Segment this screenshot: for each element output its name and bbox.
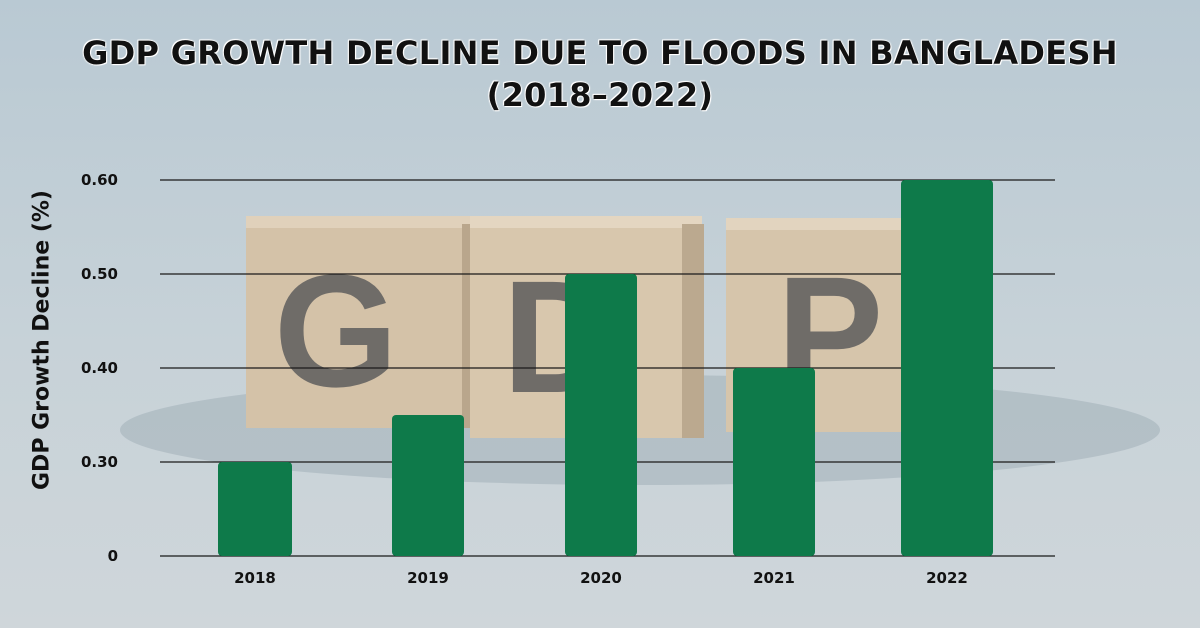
bar-2021	[733, 368, 815, 556]
chart-title-line-1: GDP GROWTH DECLINE DUE TO FLOODS IN BANG…	[82, 34, 1118, 72]
y-tick-label: 0	[108, 547, 118, 565]
x-tick-label: 2021	[753, 569, 795, 587]
bar-2018	[218, 462, 292, 556]
y-tick-label: 0.40	[81, 359, 118, 377]
chart-title-line-2: (2018–2022)	[486, 76, 714, 114]
block-letter-g: G	[274, 241, 398, 420]
x-tick-label: 2020	[580, 569, 622, 587]
x-tick-label: 2022	[926, 569, 968, 587]
bar-2019	[392, 415, 464, 556]
x-tick-label: 2018	[234, 569, 276, 587]
bar-2022	[901, 180, 993, 556]
bar-2020	[565, 274, 637, 556]
x-tick-label: 2019	[407, 569, 449, 587]
chart-title: GDP GROWTH DECLINE DUE TO FLOODS IN BANG…	[0, 32, 1200, 116]
y-tick-label: 0.60	[81, 171, 118, 189]
y-tick-label: 0.30	[81, 453, 118, 471]
y-tick-label: 0.50	[81, 265, 118, 283]
